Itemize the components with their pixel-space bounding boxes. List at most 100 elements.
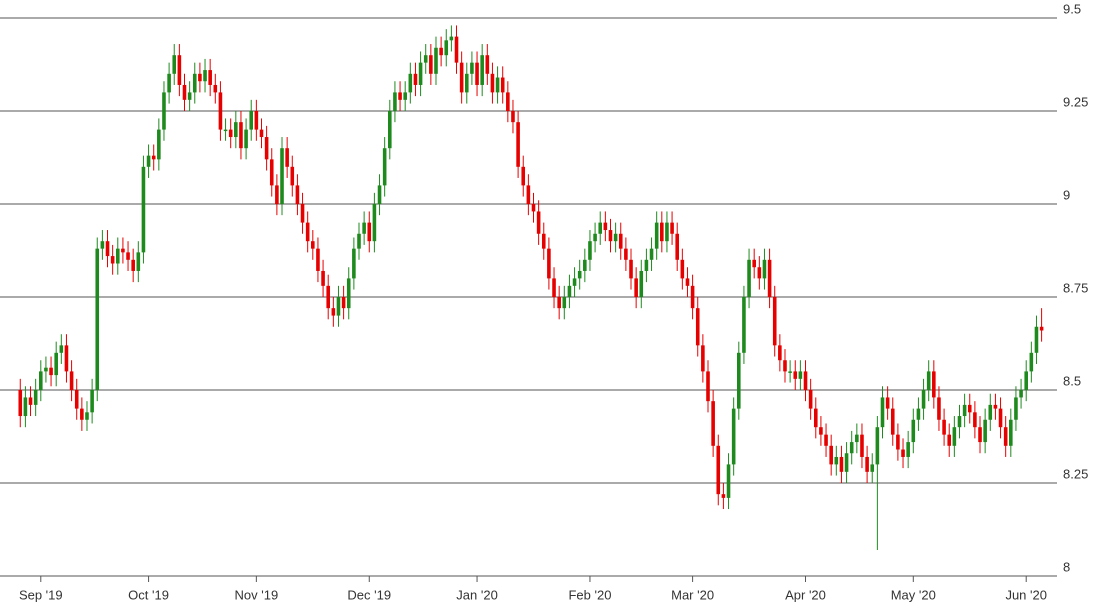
candle-body: [947, 434, 952, 446]
candle-body: [434, 47, 438, 74]
candle-body: [259, 129, 264, 138]
candle-body: [870, 464, 875, 472]
candle-body: [413, 73, 418, 85]
candle-body: [1039, 326, 1044, 331]
candle-body: [921, 390, 926, 409]
candle-body: [223, 129, 228, 132]
candle-body: [1009, 419, 1013, 446]
candle-body: [798, 371, 803, 379]
candle-body: [685, 278, 690, 286]
candle-body: [100, 241, 105, 249]
candle-body: [808, 390, 813, 409]
candle-body: [608, 230, 613, 242]
candle-body: [198, 73, 202, 82]
x-tick-label: May '20: [891, 587, 936, 602]
candle-body: [1029, 352, 1034, 372]
candle-body: [603, 222, 608, 231]
candle-body: [557, 297, 561, 309]
candle-body: [336, 297, 341, 316]
candle-body: [475, 62, 479, 85]
candle-body: [834, 456, 839, 465]
candle-body: [547, 248, 551, 279]
candle-body: [234, 122, 238, 138]
y-tick-label: 8.75: [1063, 280, 1088, 295]
candle-body: [367, 222, 372, 242]
candle-body: [64, 345, 69, 372]
candle-body: [583, 259, 587, 271]
candle-body: [901, 449, 905, 457]
candle-body: [670, 222, 674, 234]
candle-body: [932, 371, 936, 398]
candle-body: [249, 111, 254, 130]
y-tick-label: 8.5: [1063, 373, 1081, 388]
candle-body: [706, 371, 710, 402]
candle-body: [95, 248, 100, 390]
candle-body: [644, 259, 649, 271]
candle-body: [393, 92, 397, 111]
x-tick-label: Dec '19: [347, 587, 391, 602]
candle-body: [742, 297, 746, 353]
x-tick-label: Feb '20: [568, 587, 611, 602]
candle-body: [993, 404, 998, 409]
candle-body: [85, 412, 89, 420]
candle-body: [151, 155, 156, 160]
candle-body: [880, 397, 885, 428]
candle-body: [80, 408, 84, 420]
candle-body: [290, 166, 295, 186]
candle-body: [618, 233, 623, 249]
x-tick-label: Apr '20: [785, 587, 826, 602]
candle-body: [192, 73, 197, 93]
candle-body: [624, 248, 628, 260]
candle-body: [69, 371, 74, 390]
candle-body: [187, 92, 192, 100]
candle-body: [849, 442, 854, 454]
x-tick-label: Sep '19: [19, 587, 63, 602]
candle-body: [1003, 427, 1008, 446]
candle-body: [613, 233, 618, 242]
candle-body: [105, 241, 110, 257]
candle-body: [372, 204, 377, 242]
candle-body: [757, 267, 762, 279]
candle-body: [115, 248, 120, 264]
candle-body: [167, 73, 171, 93]
candle-body: [516, 122, 520, 167]
candle-body: [562, 297, 567, 309]
candle-body: [213, 84, 218, 93]
candle-body: [126, 252, 130, 260]
y-tick-label: 9.25: [1063, 94, 1088, 109]
candle-body: [962, 404, 967, 417]
candle-body: [819, 427, 823, 435]
y-tick-label: 9: [1063, 187, 1070, 202]
candle-body: [177, 55, 182, 85]
candle-body: [218, 92, 223, 130]
candle-body: [654, 222, 659, 249]
candle-body: [521, 166, 526, 186]
candle-body: [567, 285, 572, 297]
candle-body: [1014, 397, 1018, 420]
candle-body: [1034, 326, 1039, 353]
candle-body: [423, 55, 428, 63]
candle-body: [660, 222, 664, 242]
candle-body: [752, 259, 756, 268]
y-tick-label: 9.5: [1063, 1, 1081, 16]
candle-body: [357, 233, 361, 249]
candle-body: [454, 36, 459, 63]
y-tick-label: 8: [1063, 559, 1070, 574]
candle-body: [275, 185, 279, 204]
candle-body: [875, 427, 880, 465]
candle-body: [916, 408, 921, 420]
x-tick-label: Mar '20: [671, 587, 714, 602]
candle-body: [829, 445, 833, 465]
candle-body: [295, 185, 300, 204]
candle-body: [362, 222, 366, 234]
candle-body: [341, 297, 346, 309]
candle-body: [321, 270, 325, 286]
candle-body: [449, 36, 454, 41]
candle-body: [824, 434, 828, 446]
candle-body: [629, 259, 633, 279]
candle-body: [701, 345, 705, 372]
candle-body: [649, 248, 654, 260]
candle-body: [74, 390, 79, 409]
candle-body: [526, 185, 531, 204]
